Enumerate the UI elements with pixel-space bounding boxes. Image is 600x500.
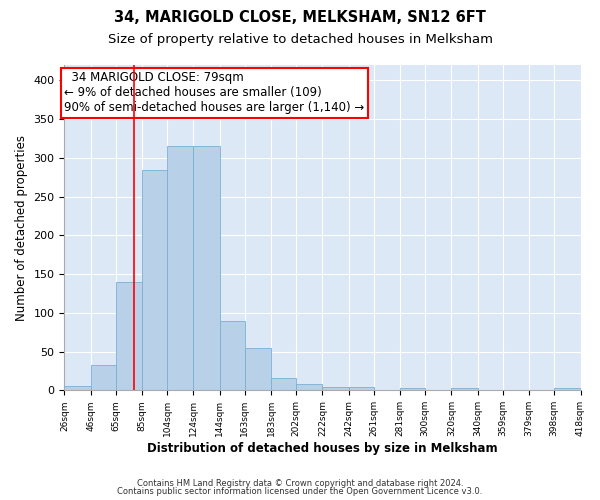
Bar (451, 388, 478, 390)
Bar (116, 282, 142, 391)
Bar (142, 170, 167, 390)
Bar (400, 388, 425, 390)
Bar (64, 386, 91, 390)
Bar (91, 365, 116, 390)
Bar (167, 146, 193, 390)
Y-axis label: Number of detached properties: Number of detached properties (15, 134, 28, 320)
Bar (271, 378, 296, 390)
Text: 34 MARIGOLD CLOSE: 79sqm
← 9% of detached houses are smaller (109)
90% of semi-d: 34 MARIGOLD CLOSE: 79sqm ← 9% of detache… (64, 71, 365, 114)
Bar (193, 146, 220, 390)
X-axis label: Distribution of detached houses by size in Melksham: Distribution of detached houses by size … (147, 442, 498, 455)
Text: Contains public sector information licensed under the Open Government Licence v3: Contains public sector information licen… (118, 487, 482, 496)
Bar (349, 387, 374, 390)
Text: 34, MARIGOLD CLOSE, MELKSHAM, SN12 6FT: 34, MARIGOLD CLOSE, MELKSHAM, SN12 6FT (114, 10, 486, 25)
Bar (220, 320, 245, 390)
Bar (322, 387, 349, 390)
Bar (296, 384, 322, 390)
Bar (554, 388, 581, 390)
Text: Contains HM Land Registry data © Crown copyright and database right 2024.: Contains HM Land Registry data © Crown c… (137, 478, 463, 488)
Bar (245, 348, 271, 391)
Text: Size of property relative to detached houses in Melksham: Size of property relative to detached ho… (107, 32, 493, 46)
